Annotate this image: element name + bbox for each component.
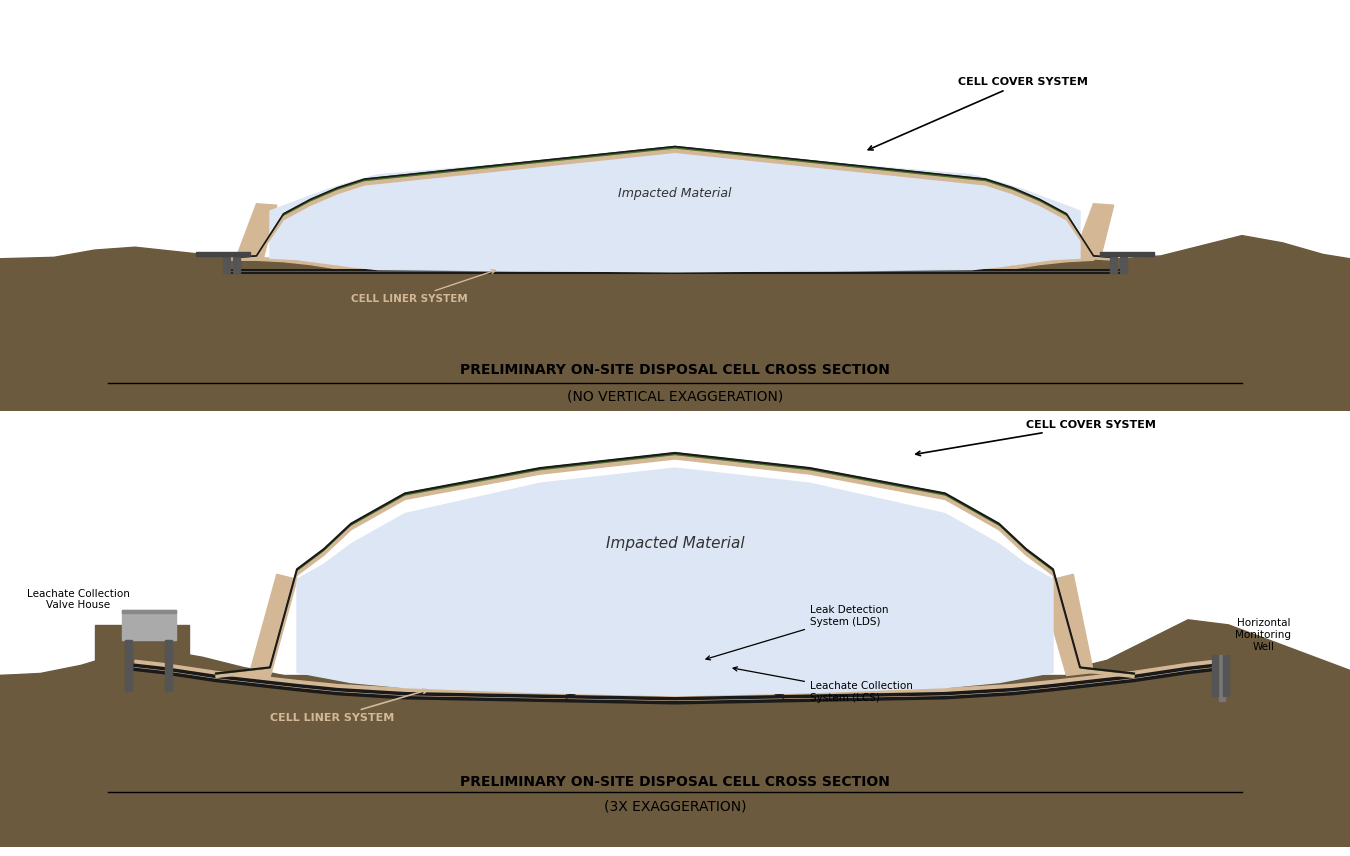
Bar	[1223, 655, 1229, 696]
Text: CELL COVER SYSTEM: CELL COVER SYSTEM	[868, 77, 1088, 150]
Text: CELL LINER SYSTEM: CELL LINER SYSTEM	[351, 270, 495, 304]
Polygon shape	[0, 651, 284, 847]
Polygon shape	[0, 259, 1350, 411]
Polygon shape	[230, 258, 1094, 273]
Text: Impacted Material: Impacted Material	[618, 187, 732, 200]
Bar	[224, 253, 230, 273]
Polygon shape	[95, 625, 189, 675]
Bar	[1212, 655, 1218, 696]
Polygon shape	[236, 146, 1114, 259]
Bar	[232, 253, 240, 273]
Bar	[1120, 253, 1126, 273]
Bar	[1219, 655, 1226, 701]
Text: CELL LINER SYSTEM: CELL LINER SYSTEM	[270, 689, 428, 723]
Bar	[1215, 657, 1223, 660]
Polygon shape	[216, 456, 1134, 677]
Text: (3X EXAGGERATION): (3X EXAGGERATION)	[603, 800, 747, 814]
Polygon shape	[236, 150, 1114, 260]
Bar	[196, 253, 250, 256]
Bar	[124, 640, 131, 691]
Text: Impacted Material: Impacted Material	[606, 537, 744, 551]
Text: Leak Detection
System (LDS): Leak Detection System (LDS)	[706, 605, 888, 660]
Polygon shape	[243, 574, 297, 677]
Polygon shape	[135, 665, 1215, 703]
Polygon shape	[1073, 204, 1114, 259]
Polygon shape	[567, 663, 783, 697]
Polygon shape	[0, 247, 270, 411]
Text: PRELIMINARY ON-SITE DISPOSAL CELL CROSS SECTION: PRELIMINARY ON-SITE DISPOSAL CELL CROSS …	[460, 363, 890, 377]
Text: Leachate Collection
System (LCS): Leachate Collection System (LCS)	[733, 667, 913, 703]
Text: (NO VERTICAL EXAGGERATION): (NO VERTICAL EXAGGERATION)	[567, 389, 783, 403]
Polygon shape	[1066, 620, 1350, 847]
Bar	[1110, 253, 1118, 273]
Polygon shape	[297, 468, 1053, 696]
Polygon shape	[567, 658, 783, 693]
Polygon shape	[0, 675, 1350, 847]
Polygon shape	[1040, 574, 1094, 675]
Text: Horizontal
Monitoring
Well: Horizontal Monitoring Well	[1235, 618, 1291, 651]
Text: Leachate Collection
Valve House: Leachate Collection Valve House	[27, 589, 130, 610]
Polygon shape	[1080, 235, 1350, 411]
Polygon shape	[135, 660, 1215, 698]
Text: PRELIMINARY ON-SITE DISPOSAL CELL CROSS SECTION: PRELIMINARY ON-SITE DISPOSAL CELL CROSS …	[460, 775, 890, 788]
Polygon shape	[236, 204, 277, 259]
Polygon shape	[270, 150, 1080, 272]
Bar	[1100, 253, 1154, 256]
Text: CELL COVER SYSTEM: CELL COVER SYSTEM	[915, 419, 1156, 455]
Polygon shape	[122, 609, 176, 613]
Polygon shape	[216, 453, 1134, 675]
Bar	[165, 640, 173, 691]
Polygon shape	[122, 609, 176, 640]
